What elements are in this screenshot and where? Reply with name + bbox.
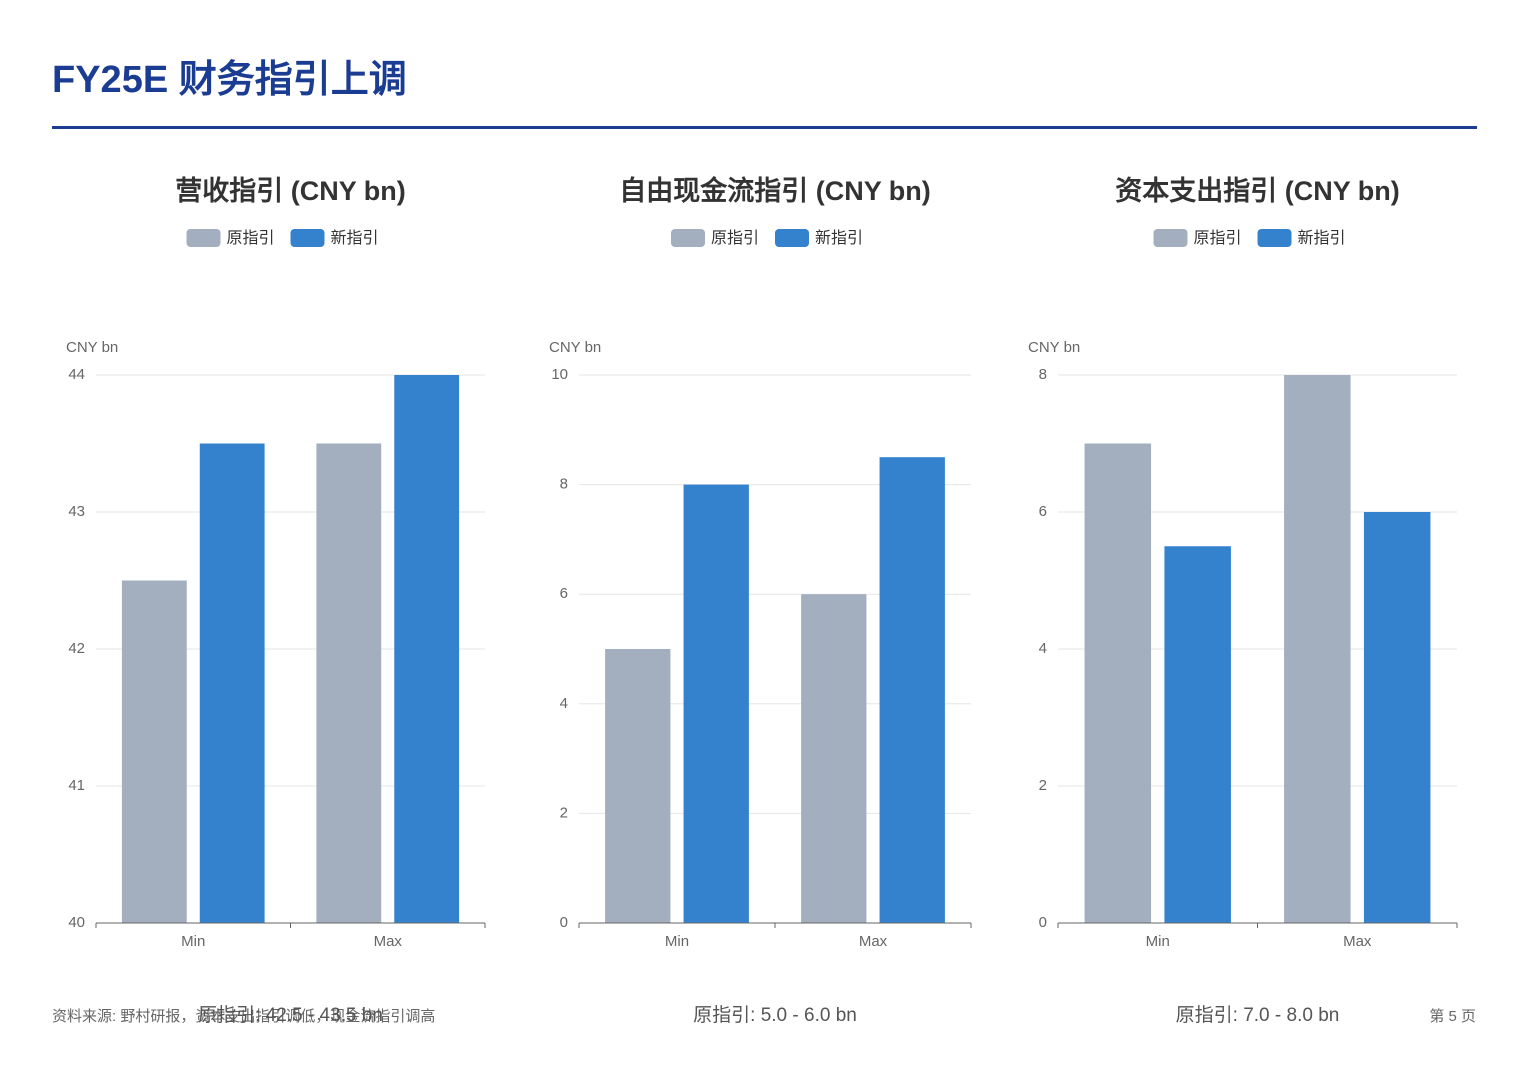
y-tick-label: 4 [560,695,568,712]
title-rule [52,126,1477,129]
bar [394,375,460,923]
chart-note: 原指引: 5.0 - 6.0 bn [693,1004,857,1026]
y-tick-label: 0 [1039,914,1047,931]
y-axis-unit: CNY bn [66,339,118,356]
y-tick-label: 8 [1039,366,1047,383]
y-axis-unit: CNY bn [549,339,601,356]
y-tick-label: 2 [1039,777,1047,794]
chart-note: 原指引: 7.0 - 8.0 bn [1176,1004,1340,1026]
y-tick-label: 40 [68,914,85,931]
legend-label: 原指引 [227,229,275,247]
legend-swatch [186,229,221,247]
x-tick-label: Min [665,933,689,950]
chart-title: 资本支出指引 (CNY bn) [1115,176,1400,206]
bar [1363,512,1431,923]
bar [199,443,265,923]
bar [121,580,187,923]
bar [605,649,671,923]
chart-title: 自由现金流指引 (CNY bn) [619,175,931,206]
legend-swatch [1153,229,1188,247]
y-tick-label: 41 [68,777,85,794]
bar [316,443,382,923]
y-tick-label: 6 [560,585,568,602]
y-tick-label: 42 [68,640,85,657]
legend-swatch [671,229,705,247]
x-tick-label: Max [374,933,403,950]
x-tick-label: Min [181,933,205,950]
y-tick-label: 6 [1039,503,1047,520]
x-tick-label: Min [1146,933,1170,950]
y-tick-label: 44 [68,366,85,383]
source-note: 资料来源: 野村研报，资本支出指引调低，现金流指引调高 [52,1008,435,1025]
legend-swatch [1257,229,1292,247]
bar [801,594,867,923]
y-tick-label: 4 [1039,640,1047,657]
legend-label: 新指引 [1298,229,1346,247]
y-tick-label: 43 [68,503,85,520]
y-axis-unit: CNY bn [1028,339,1080,356]
bar [1284,375,1351,923]
bar [1164,546,1231,923]
chart-note: 原指引: 42.5 - 43.5 bn [198,1004,383,1026]
y-tick-label: 2 [560,804,568,821]
chart-title: 营收指引 (CNY bn) [175,176,406,206]
y-tick-label: 10 [551,366,568,383]
x-tick-label: Max [1343,933,1372,950]
y-tick-label: 8 [560,476,568,493]
page-number: 第 5 页 [1429,1007,1476,1025]
bar [683,484,749,923]
x-tick-label: Max [859,933,888,950]
legend-label: 原指引 [711,229,759,247]
bar [1084,443,1152,923]
legend-label: 新指引 [331,229,379,247]
legend-label: 新指引 [815,229,863,247]
page-title: FY25E 财务指引上调 [52,59,407,101]
bar [879,457,945,923]
legend-swatch [775,229,809,247]
legend-swatch [290,229,325,247]
legend-label: 原指引 [1194,229,1242,247]
y-tick-label: 0 [560,914,568,931]
